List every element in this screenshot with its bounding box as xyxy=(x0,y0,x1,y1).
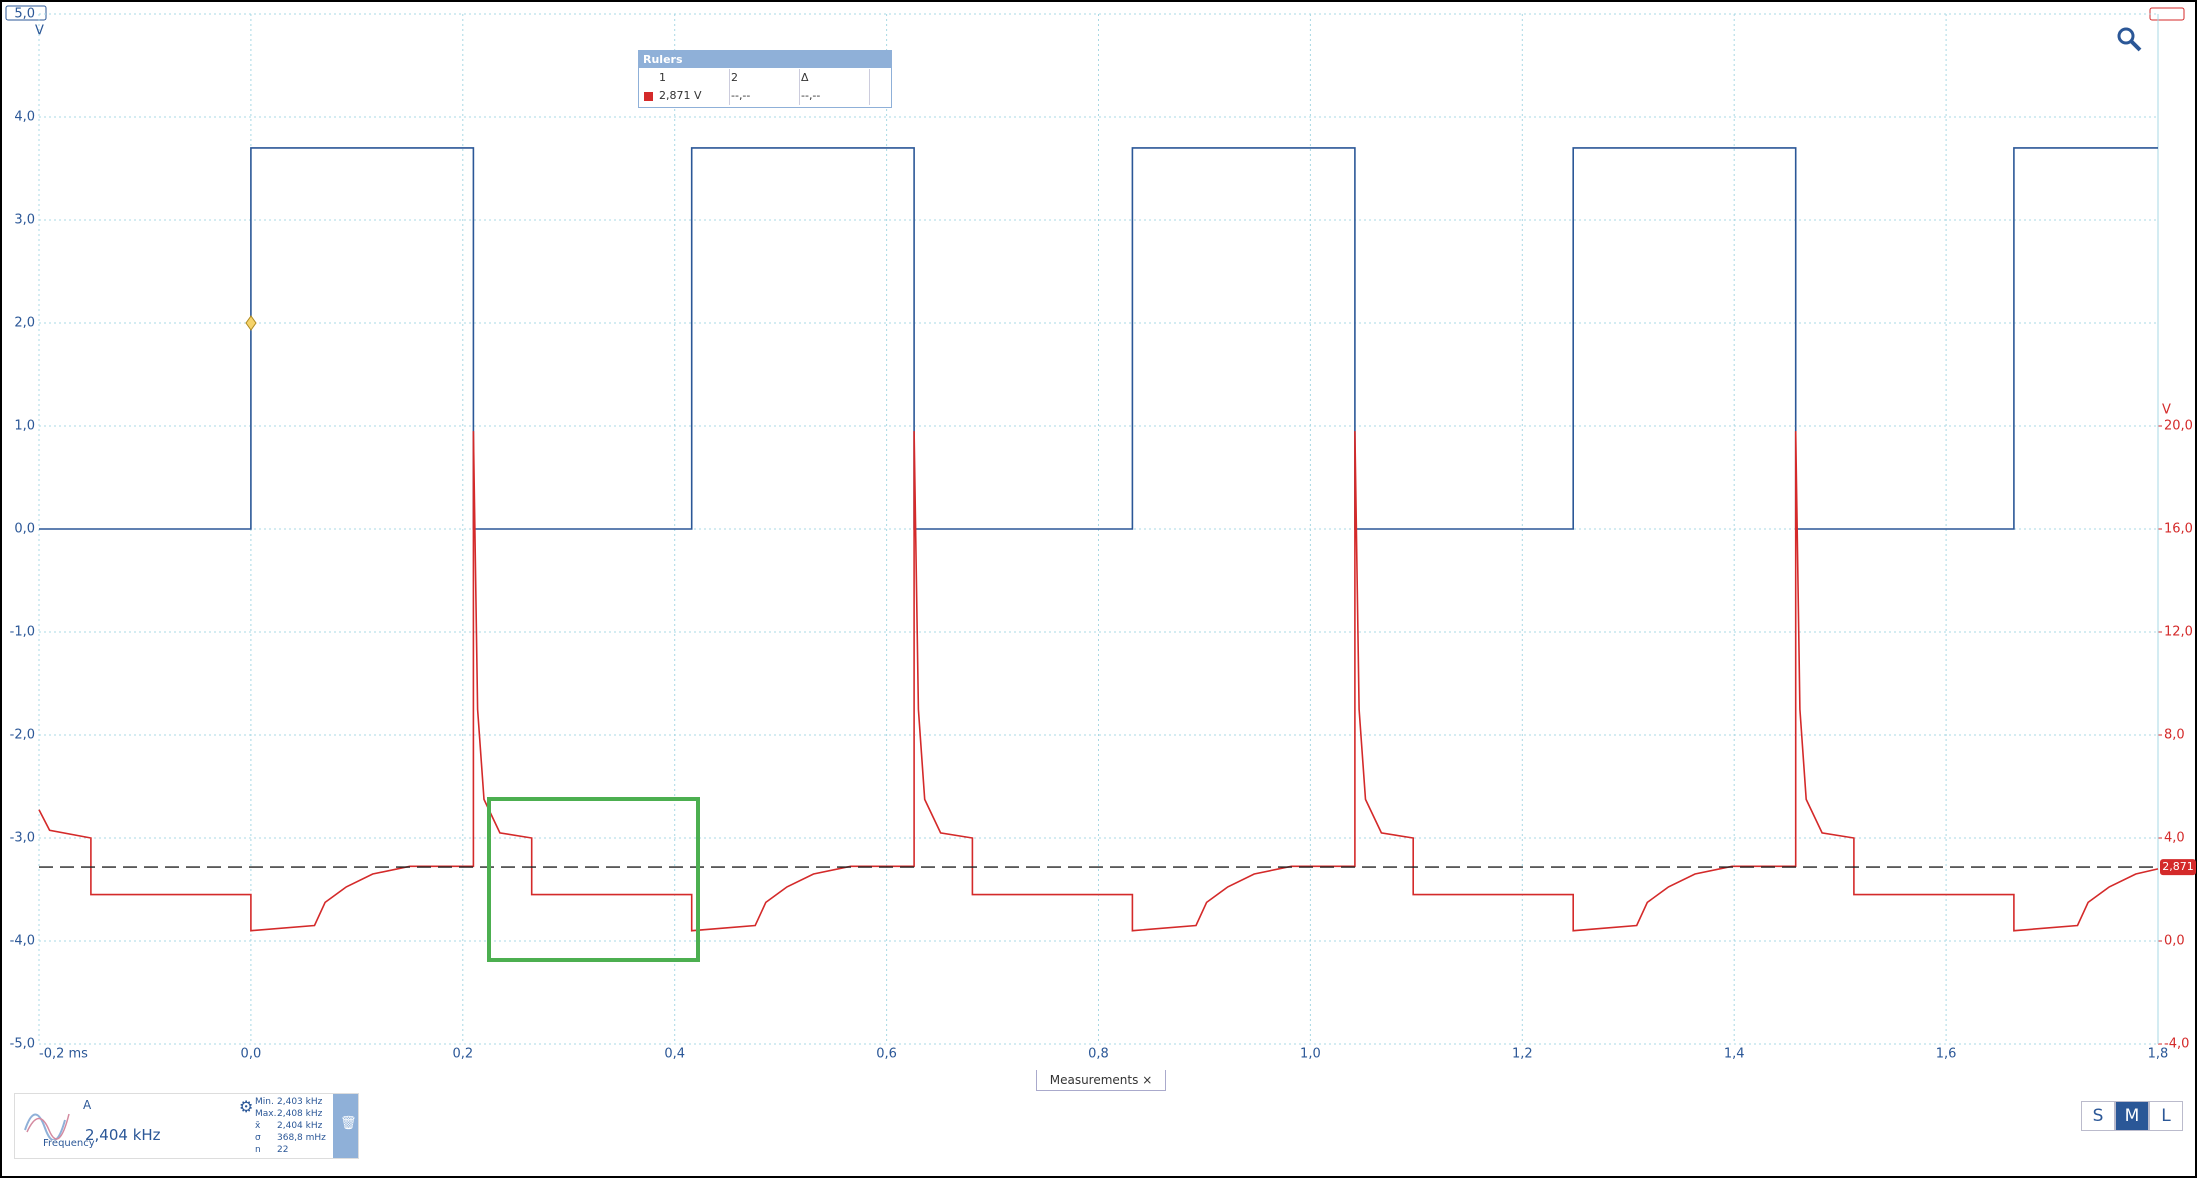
measurements-tab[interactable]: Measurements × xyxy=(1036,1070,1166,1091)
stats: Min. 2,403 kHz Max.2,408 kHz x̄ 2,404 kHz σ 36… xyxy=(255,1096,337,1156)
stat-name: Min. xyxy=(255,1097,274,1107)
stat-row: n 22 xyxy=(255,1144,337,1156)
ruler-label: 2,871 xyxy=(2162,860,2194,873)
ruler-header: Δ xyxy=(801,69,870,87)
stat-row: Max.2,408 kHz xyxy=(255,1108,337,1120)
y-tick-label: -2,0 xyxy=(10,728,35,743)
y2-tick-label: 4,0 xyxy=(2164,831,2185,846)
x-tick-label: -0,2 ms xyxy=(39,1047,88,1062)
stat-row: Min. 2,403 kHz xyxy=(255,1096,337,1108)
y-tick-label: -5,0 xyxy=(10,1037,35,1052)
delete-button[interactable]: 🗑 xyxy=(333,1094,358,1158)
stat-row: σ 368,8 mHz xyxy=(255,1132,337,1144)
y2-tick-label: 20,0 xyxy=(2164,419,2193,434)
ruler-tag xyxy=(2160,859,2196,876)
trace xyxy=(39,147,2158,530)
stat-value: 2,408 kHz xyxy=(277,1109,323,1119)
x-tick-label: 0,8 xyxy=(1088,1047,1109,1062)
x-tick-label: 0,0 xyxy=(241,1047,262,1062)
ruler-value: --,-- xyxy=(801,87,870,105)
stat-name: n xyxy=(255,1145,261,1155)
stat-name: x̄ xyxy=(255,1121,261,1131)
settings-icon[interactable]: ⚙ xyxy=(239,1097,254,1116)
y-tick-label: 0,0 xyxy=(14,522,35,537)
ruler-header: 2 xyxy=(731,69,800,87)
stat-row: x̄ 2,404 kHz xyxy=(255,1120,337,1132)
ruler-value: 2,871 V xyxy=(659,87,730,105)
ruler-value: --,-- xyxy=(731,87,800,105)
ruler-header: 1 xyxy=(659,69,730,87)
y-tick-label: 5,0 xyxy=(14,7,35,22)
x-tick-label: 1,2 xyxy=(1512,1047,1533,1062)
axis-top-badge xyxy=(5,5,47,21)
measure-name: Frequency xyxy=(43,1138,95,1149)
y2-tick-label: 12,0 xyxy=(2164,625,2193,640)
highlight-box xyxy=(487,797,700,962)
y2-tick-label: 0,0 xyxy=(2164,934,2185,949)
y-tick-label: -3,0 xyxy=(10,831,35,846)
stat-name: σ xyxy=(255,1133,261,1143)
x-tick-label: 1,4 xyxy=(1724,1047,1745,1062)
x-tick-label: 1,0 xyxy=(1300,1047,1321,1062)
y2-tick-label: 16,0 xyxy=(2164,522,2193,537)
stat-value: 2,404 kHz xyxy=(277,1121,323,1131)
size-button[interactable]: M xyxy=(2115,1101,2149,1131)
stat-value: 2,403 kHz xyxy=(277,1097,323,1107)
size-button[interactable]: S xyxy=(2081,1101,2115,1131)
stat-value: 22 xyxy=(277,1145,289,1155)
size-button[interactable]: L xyxy=(2149,1101,2183,1131)
y2-tick-label: -4,0 xyxy=(2164,1037,2189,1052)
rulers-title: Rulers xyxy=(639,51,891,68)
y2-tick-label: 8,0 xyxy=(2164,728,2185,743)
x-tick-label: 0,2 xyxy=(452,1047,473,1062)
traces: 2,871 xyxy=(38,147,2196,932)
y-tick-label: 1,0 xyxy=(14,419,35,434)
measurement-card[interactable]: A Frequency 2,404 kHz ⚙ Min. 2,403 kHz Max… xyxy=(14,1093,359,1159)
y-tick-label: 2,0 xyxy=(14,316,35,331)
y2-axis-label: V xyxy=(2162,403,2171,418)
y-tick-label: 3,0 xyxy=(14,213,35,228)
channel: A xyxy=(83,1098,92,1112)
x-tick-label: 0,4 xyxy=(664,1047,685,1062)
trace xyxy=(38,431,2159,932)
zoom-icon[interactable] xyxy=(2117,27,2142,52)
x-tick-label: 0,6 xyxy=(876,1047,897,1062)
ruler-swatch xyxy=(644,92,653,101)
x-tick-label: 1,8 xyxy=(2148,1047,2169,1062)
rulers-panel[interactable]: Rulers 1 2 Δ 2,871 V --,-- --,-- xyxy=(638,50,892,108)
stat-value: 368,8 mHz xyxy=(277,1133,326,1143)
grid: -0,2 ms 0,0 0,2 0,4 0,6 0,8 1,0 1,2 1,4 1,6 1,8 -5,… xyxy=(10,7,2193,1062)
trigger-marker[interactable] xyxy=(245,315,257,331)
measurement-icon xyxy=(24,1113,70,1140)
y-tick-label: -1,0 xyxy=(10,625,35,640)
tab-label: Measurements xyxy=(1049,1073,1139,1087)
y-tick-label: 4,0 xyxy=(14,110,35,125)
stat-name: Max. xyxy=(255,1109,277,1119)
measure-value: 2,404 kHz xyxy=(85,1126,161,1144)
y-tick-label: -4,0 xyxy=(10,934,35,949)
x-tick-label: 1,6 xyxy=(1936,1047,1957,1062)
